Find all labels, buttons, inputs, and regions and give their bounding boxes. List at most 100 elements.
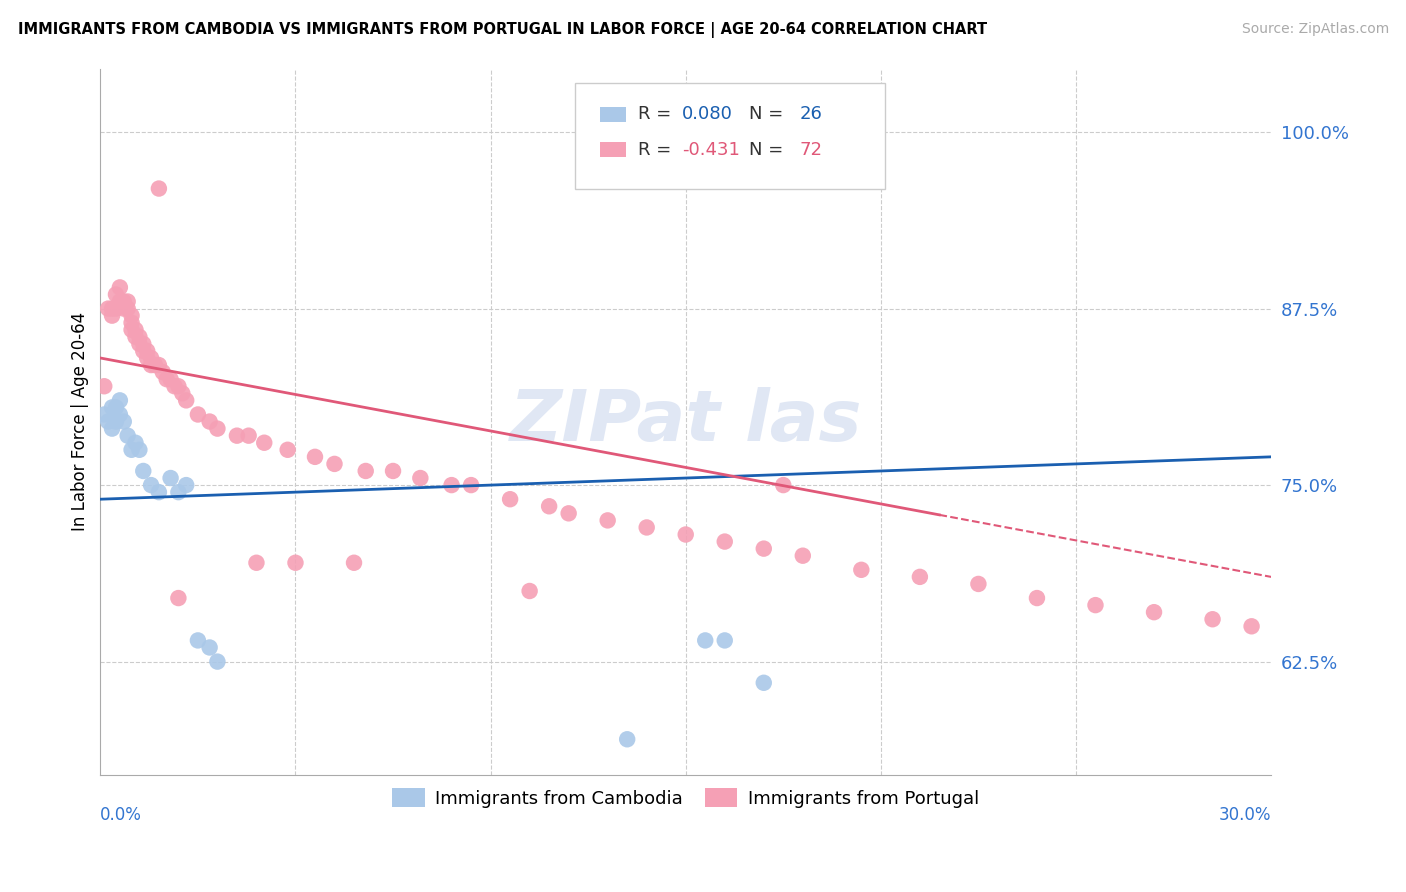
Point (101, 309, 124, 323)
Point (187, 633, 209, 648)
FancyBboxPatch shape (600, 107, 626, 122)
Point (104, 301, 127, 316)
Point (136, 351, 159, 365)
Point (245, 556, 267, 570)
Point (132, 343, 155, 358)
Point (226, 428, 249, 442)
Point (108, 280, 131, 294)
Point (440, 478, 463, 492)
Point (636, 520, 658, 534)
Point (499, 492, 522, 507)
Point (752, 541, 775, 556)
Point (139, 478, 162, 492)
Point (132, 464, 155, 478)
Point (101, 422, 124, 436)
Point (156, 372, 179, 386)
Point (187, 408, 209, 422)
Point (167, 591, 190, 605)
Legend: Immigrants from Cambodia, Immigrants from Portugal: Immigrants from Cambodia, Immigrants fro… (385, 781, 987, 815)
Point (238, 428, 260, 442)
FancyBboxPatch shape (575, 83, 884, 188)
Y-axis label: In Labor Force | Age 20-64: In Labor Force | Age 20-64 (72, 312, 89, 531)
Text: R =: R = (638, 105, 676, 123)
Point (1026, 591, 1049, 605)
Point (139, 358, 162, 372)
Point (132, 337, 155, 351)
Point (967, 577, 990, 591)
Point (174, 478, 197, 492)
Point (1201, 612, 1223, 626)
Point (1240, 619, 1263, 633)
Text: 26: 26 (799, 105, 823, 123)
Point (117, 294, 139, 309)
Point (128, 337, 150, 351)
Point (198, 640, 221, 655)
Point (97, 415, 120, 429)
Point (124, 330, 146, 344)
Point (124, 435, 146, 450)
Text: -0.431: -0.431 (682, 141, 740, 159)
Point (1084, 598, 1107, 612)
Point (163, 379, 186, 393)
Point (695, 633, 717, 648)
Point (207, 655, 229, 669)
Point (908, 570, 931, 584)
Point (148, 181, 170, 195)
Point (139, 351, 162, 365)
Point (167, 485, 190, 500)
Point (851, 563, 873, 577)
Point (323, 457, 346, 471)
Point (772, 478, 794, 492)
Point (253, 435, 276, 450)
Point (117, 301, 139, 316)
Point (121, 309, 143, 323)
Point (382, 464, 405, 478)
Text: 0.0%: 0.0% (100, 806, 142, 824)
Point (121, 323, 143, 337)
Point (93, 408, 115, 422)
Point (675, 527, 697, 541)
Point (538, 500, 561, 514)
Point (104, 415, 127, 429)
Point (354, 464, 377, 478)
Text: 72: 72 (799, 141, 823, 159)
Point (93, 379, 115, 393)
Point (112, 294, 135, 309)
Point (128, 442, 150, 457)
Point (104, 401, 127, 415)
Point (159, 471, 181, 485)
Text: 0.080: 0.080 (682, 105, 733, 123)
Text: IMMIGRANTS FROM CAMBODIA VS IMMIGRANTS FROM PORTUGAL IN LABOR FORCE | AGE 20-64 : IMMIGRANTS FROM CAMBODIA VS IMMIGRANTS F… (18, 22, 987, 38)
Text: ZIPat las: ZIPat las (509, 387, 862, 456)
Text: N =: N = (749, 141, 789, 159)
Point (128, 330, 150, 344)
Text: 30.0%: 30.0% (1219, 806, 1271, 824)
Text: Source: ZipAtlas.com: Source: ZipAtlas.com (1241, 22, 1389, 37)
Point (108, 294, 131, 309)
Point (97, 301, 120, 316)
Point (752, 675, 775, 690)
Point (143, 358, 166, 372)
Point (409, 471, 432, 485)
Point (596, 513, 619, 527)
Point (112, 415, 135, 429)
Point (112, 301, 135, 316)
Point (792, 549, 814, 563)
FancyBboxPatch shape (600, 142, 626, 158)
Point (152, 365, 174, 379)
Point (108, 408, 131, 422)
Point (124, 323, 146, 337)
Point (101, 401, 124, 415)
Point (136, 343, 159, 358)
Point (198, 415, 221, 429)
Point (148, 358, 170, 372)
Text: R =: R = (638, 141, 676, 159)
Point (343, 556, 366, 570)
Point (284, 556, 307, 570)
Point (174, 393, 197, 408)
Point (207, 422, 229, 436)
Point (172, 386, 194, 401)
Point (519, 584, 541, 599)
Point (104, 287, 127, 301)
Point (1143, 605, 1166, 619)
